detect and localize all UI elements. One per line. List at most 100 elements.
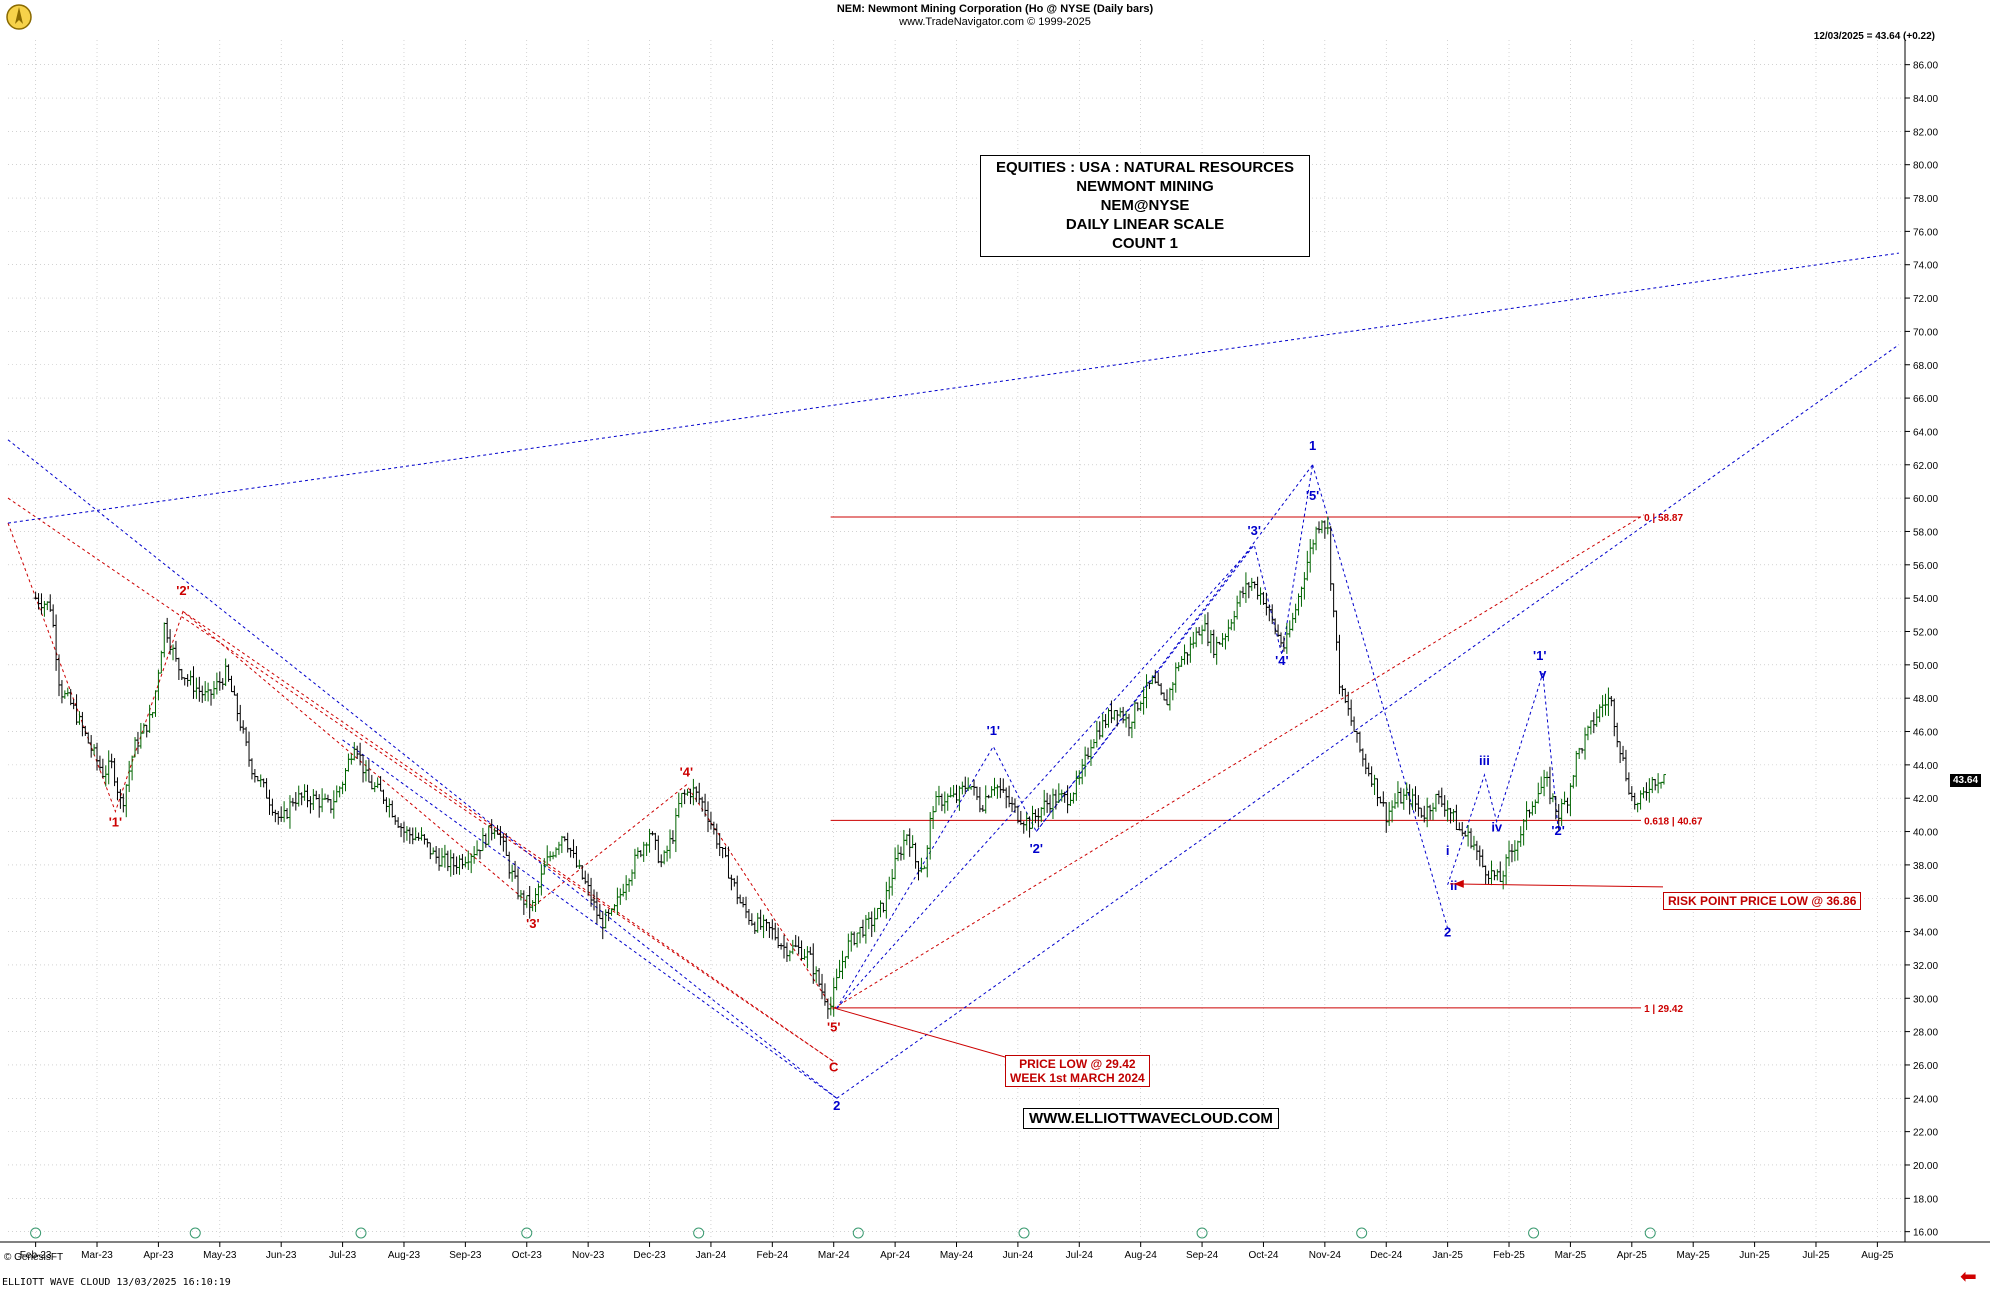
x-tick-label: Dec-23 [633, 1250, 666, 1261]
wave-label: '1' [109, 815, 122, 830]
fib-level-label: 0 | 58.87 [1644, 513, 1683, 524]
website-label: WWW.ELLIOTTWAVECLOUD.COM [1023, 1108, 1279, 1129]
info-line: NEWMONT MINING [1076, 178, 1214, 195]
x-tick-label: Aug-25 [1861, 1250, 1894, 1261]
x-tick-label: Nov-24 [1309, 1250, 1342, 1261]
trend-lines [7, 252, 1900, 1099]
x-tick-label: Nov-23 [572, 1250, 605, 1261]
wave-label: i [1446, 843, 1450, 858]
y-axis: 16.00 18.00 20.00 22.00 24.00 26.00 28.00 30.00… [1904, 40, 1938, 1242]
trend-line [1312, 464, 1449, 929]
x-tick-label: Jan-24 [696, 1250, 727, 1261]
scroll-left-arrow-icon[interactable]: ⬅ [1960, 1266, 1977, 1288]
fib-level-label: 0.618 | 40.67 [1644, 816, 1703, 827]
wave-label: '5' [1306, 488, 1319, 503]
trend-line [836, 344, 1900, 1099]
x-tick-label: Sep-23 [449, 1250, 482, 1261]
price-low-pointer [833, 1007, 1006, 1058]
x-tick-label: Jun-23 [266, 1250, 297, 1261]
y-tick-label: 46.00 [1913, 728, 1938, 739]
wave-label: C [829, 1060, 839, 1075]
info-line: COUNT 1 [1112, 235, 1178, 252]
wave-label: 2 [1444, 925, 1451, 940]
trend-line [7, 252, 1899, 524]
x-tick-label: Oct-24 [1248, 1250, 1278, 1261]
y-tick-label: 70.00 [1913, 327, 1938, 338]
wave-label: v [1539, 666, 1547, 681]
y-tick-label: 22.00 [1913, 1128, 1938, 1139]
wave-label: iii [1479, 753, 1490, 768]
price-low-line: PRICE LOW @ 29.42 [1019, 1057, 1136, 1071]
x-tick-label: Jul-25 [1802, 1250, 1830, 1261]
x-axis: Feb-23 Mar-23 Apr-23 May-23 Jun-23 Jul-23 Aug-… [0, 1227, 1990, 1261]
x-tick-label: Aug-23 [388, 1250, 421, 1261]
y-tick-label: 82.00 [1913, 127, 1938, 138]
genesis-credit: © GenesisFT [4, 1252, 64, 1263]
x-axis-marker [189, 1227, 201, 1239]
x-tick-label: Jun-24 [1003, 1250, 1034, 1261]
x-tick-label: May-23 [203, 1250, 237, 1261]
x-axis-marker [521, 1227, 533, 1239]
wave-label: '2' [1030, 841, 1043, 856]
trend-line [342, 739, 838, 1099]
x-tick-label: Sep-24 [1186, 1250, 1219, 1261]
wave-label: '4' [680, 765, 693, 780]
x-tick-label: Feb-23 [20, 1250, 52, 1261]
trend-line [182, 611, 834, 1063]
y-tick-label: 24.00 [1913, 1094, 1938, 1105]
x-axis-marker [1644, 1227, 1656, 1239]
y-tick-label: 48.00 [1913, 694, 1938, 705]
risk-point-callout: RISK POINT PRICE LOW @ 36.86 [1663, 892, 1862, 910]
wave-label: 1 [1309, 438, 1316, 453]
price-low-callout: PRICE LOW @ 29.42 WEEK 1st MARCH 2024 [1005, 1055, 1150, 1087]
y-tick-label: 68.00 [1913, 361, 1938, 372]
y-tick-label: 72.00 [1913, 294, 1938, 305]
y-tick-label: 30.00 [1913, 994, 1938, 1005]
trend-line [1035, 464, 1313, 832]
trend-line [7, 439, 838, 1099]
y-tick-label: 26.00 [1913, 1061, 1938, 1072]
chart-grid [8, 40, 1905, 1240]
y-tick-label: 42.00 [1913, 794, 1938, 805]
x-axis-marker [355, 1227, 367, 1239]
y-tick-label: 52.00 [1913, 627, 1938, 638]
wave-label: '5' [827, 1020, 840, 1035]
y-tick-label: 18.00 [1913, 1194, 1938, 1205]
x-tick-label: Oct-23 [512, 1250, 542, 1261]
info-line: EQUITIES : USA : NATURAL RESOURCES [995, 159, 1295, 176]
x-tick-label: Aug-24 [1125, 1250, 1158, 1261]
x-tick-label: Apr-25 [1617, 1250, 1647, 1261]
callout-pointers [833, 879, 1664, 1058]
y-tick-label: 60.00 [1913, 494, 1938, 505]
y-tick-label: 20.00 [1913, 1161, 1938, 1172]
wave-label: ii [1450, 878, 1457, 893]
x-axis-marker [1196, 1227, 1208, 1239]
risk-point-pointer [1449, 883, 1664, 888]
wave-label: '3' [1248, 523, 1261, 538]
wave-label: '2' [176, 583, 189, 598]
x-tick-label: May-24 [940, 1250, 974, 1261]
x-tick-label: Jun-25 [1739, 1250, 1770, 1261]
x-tick-label: Jul-23 [329, 1250, 357, 1261]
y-tick-label: 80.00 [1913, 161, 1938, 172]
y-tick-label: 44.00 [1913, 761, 1938, 772]
y-tick-label: 40.00 [1913, 828, 1938, 839]
info-line: NEM@NYSE [1100, 197, 1190, 214]
trend-line [833, 514, 1645, 1009]
trend-line [1447, 673, 1559, 886]
x-tick-label: Feb-24 [756, 1250, 788, 1261]
fib-level-label: 1 | 29.42 [1644, 1004, 1683, 1015]
y-tick-label: 50.00 [1913, 661, 1938, 672]
x-tick-label: Jan-25 [1432, 1250, 1463, 1261]
last-quote: 12/03/2025 = 43.64 (+0.22) [1813, 31, 1935, 42]
y-tick-label: 32.00 [1913, 961, 1938, 972]
x-axis-marker [30, 1227, 42, 1239]
y-tick-label: 56.00 [1913, 561, 1938, 572]
y-tick-label: 86.00 [1913, 61, 1938, 72]
x-tick-label: Apr-23 [143, 1250, 173, 1261]
y-tick-label: 64.00 [1913, 427, 1938, 438]
wave-label: '1' [1533, 648, 1546, 663]
x-tick-label: Apr-24 [880, 1250, 910, 1261]
wave-label: 2 [833, 1098, 840, 1113]
